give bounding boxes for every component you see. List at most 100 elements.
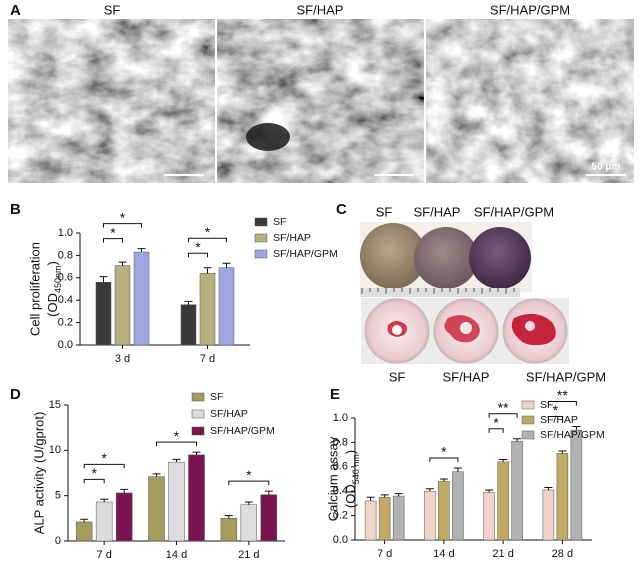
y-tick-label: 0.0 [333, 534, 348, 546]
y-tick-label: 1.0 [333, 412, 348, 424]
error-bar [118, 261, 127, 266]
error-bar [244, 501, 253, 505]
x-tick-label: 21 d [238, 549, 259, 561]
scaffold-disc [414, 227, 478, 289]
error-bar [485, 489, 494, 493]
error-bar [544, 487, 553, 490]
bar [168, 461, 185, 542]
legend-swatch [191, 392, 205, 402]
significance-bracket [156, 441, 197, 447]
legend-swatch [521, 415, 535, 425]
bar [115, 492, 133, 542]
photo-label: SF/HAP/GPM [526, 369, 606, 384]
significance-label: * [246, 467, 252, 483]
bar [392, 495, 405, 541]
error-bar [222, 262, 231, 268]
x-tick-label: 14 d [166, 549, 187, 561]
significance-label: * [441, 444, 447, 460]
panel-a: A SF SF/HAP SF/HAP/GPM 50 μm [8, 2, 634, 183]
bar [483, 492, 495, 541]
bar [95, 282, 112, 346]
bar [220, 518, 238, 542]
sem-image [8, 19, 215, 183]
legend-label: SF/HAP [273, 232, 311, 244]
error-bar [192, 451, 201, 455]
y-axis-label: Cell proliferation [27, 242, 42, 336]
legend-label: SF/HAP [210, 408, 248, 420]
bar [95, 501, 113, 542]
x-tick-label: 28 d [552, 548, 573, 560]
bar [240, 504, 258, 542]
y-axis-label-part: (OD [45, 293, 60, 317]
error-bar [380, 494, 389, 498]
y-tick-label: 1.0 [58, 227, 73, 239]
error-bar [513, 438, 522, 442]
bar [218, 267, 235, 346]
y-tick-label: 0.4 [58, 294, 73, 306]
y-axis-label: (OD450nm) [45, 261, 63, 317]
legend-label: SF/HAP [540, 414, 578, 426]
mineral-stain [511, 313, 556, 346]
error-bar [558, 450, 567, 454]
bar [497, 461, 509, 541]
significance-bracket [228, 480, 270, 486]
bar [511, 440, 523, 541]
y-tick-label: 0 [55, 535, 61, 547]
significance-label: * [493, 414, 499, 430]
significance-label: * [553, 402, 559, 418]
significance-label: * [205, 224, 211, 240]
error-bar [80, 518, 89, 522]
error-bar [499, 458, 508, 462]
error-bar [172, 458, 181, 463]
bar [542, 489, 555, 541]
bar [180, 304, 197, 346]
image-title: SF/HAP [297, 2, 344, 17]
bar [148, 476, 165, 542]
error-bar [203, 267, 212, 274]
sem-image [426, 19, 634, 183]
scaffold [392, 325, 402, 335]
significance-label: * [195, 239, 201, 255]
significance-bracket [429, 457, 459, 463]
significance-bracket [83, 478, 105, 484]
significance-bracket [488, 428, 504, 433]
error-bar [394, 493, 403, 497]
legend-label: SF/HAP/GPM [540, 429, 605, 441]
y-axis-label-part: ) [343, 450, 358, 454]
legend-swatch [521, 430, 535, 440]
ruler [360, 288, 520, 297]
legend-swatch [191, 409, 205, 419]
bar [133, 251, 150, 346]
significance-bracket [83, 463, 125, 469]
significance-bracket [188, 237, 227, 243]
error-bar [137, 248, 146, 253]
bar [260, 494, 278, 542]
x-tick-label: 7 d [97, 549, 112, 561]
legend-swatch [521, 400, 535, 410]
significance-label: * [91, 465, 97, 481]
bar [75, 521, 93, 542]
y-tick-label: 0.2 [333, 510, 348, 522]
ruler-ticks [361, 288, 515, 294]
y-tick-label: 5 [55, 490, 61, 502]
significance-label: * [120, 209, 126, 225]
y-tick-label: 10 [49, 444, 61, 456]
error-bar [224, 515, 233, 519]
bar [424, 490, 436, 541]
pore [246, 123, 290, 151]
bar [199, 273, 216, 346]
significance-label: ** [557, 387, 568, 403]
error-bar [439, 478, 448, 482]
bar [114, 265, 131, 346]
significance-bracket [103, 238, 123, 243]
photo-label: SF [376, 204, 393, 219]
y-axis-label-part: 450nm [53, 265, 63, 293]
y-axis-label-part: ) [45, 261, 60, 265]
significance-label: * [174, 428, 180, 444]
x-tick-label: 7 d [200, 353, 215, 365]
x-tick-label: 21 d [492, 548, 513, 560]
significance-label: * [101, 450, 107, 466]
panel-label: E [330, 386, 340, 403]
significance-label: ** [498, 399, 509, 415]
error-bar [453, 467, 462, 472]
